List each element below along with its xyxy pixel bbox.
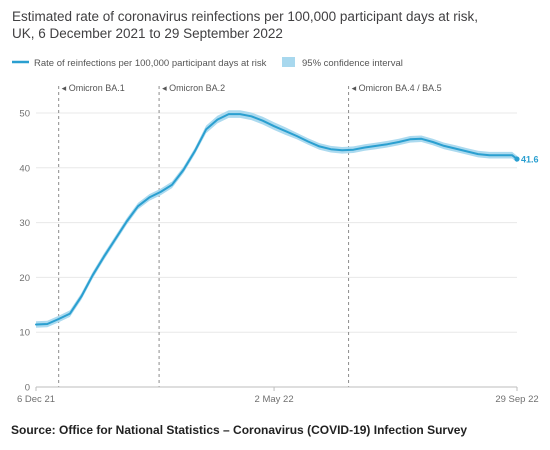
series-layer: 41.6 bbox=[35, 110, 539, 328]
x-tick-label-3: 29 Sep 22 bbox=[495, 394, 538, 405]
end-value-label: 41.6 bbox=[521, 155, 539, 165]
chart-title-line-2: UK, 6 December 2021 to 29 September 2022 bbox=[12, 26, 283, 41]
variant-annotations: ◂ Omicron BA.1 ◂ Omicron BA.2 ◂ Omicron BA… bbox=[58, 83, 442, 387]
y-tick-label-30: 30 bbox=[19, 218, 30, 229]
legend-label-rate: Rate of reinfections per 100,000 partici… bbox=[34, 58, 267, 69]
chart-legend: Rate of reinfections per 100,000 partici… bbox=[12, 57, 403, 69]
rate-line bbox=[35, 113, 518, 326]
annotation-label-3: ◂ Omicron BA.4 / BA.5 bbox=[352, 83, 442, 93]
annotation-label-1: ◂ Omicron BA.1 bbox=[62, 83, 125, 93]
chart-title-line-1: Estimated rate of coronavirus reinfectio… bbox=[12, 9, 478, 24]
x-tick-label-2: 2 May 22 bbox=[255, 394, 294, 405]
annotation-label-2: ◂ Omicron BA.2 bbox=[162, 83, 225, 93]
y-tick-label-50: 50 bbox=[19, 109, 30, 120]
chart-title: Estimated rate of coronavirus reinfectio… bbox=[12, 8, 532, 42]
x-tick-label-1: 6 Dec 21 bbox=[17, 394, 55, 405]
legend-band-swatch bbox=[282, 57, 295, 67]
gridlines bbox=[36, 112, 517, 333]
x-axis: 6 Dec 21 2 May 22 29 Sep 22 bbox=[17, 386, 539, 405]
y-axis-ticks: 0 10 20 30 40 50 bbox=[19, 109, 30, 394]
y-tick-label-40: 40 bbox=[19, 163, 30, 174]
end-point-marker bbox=[514, 156, 520, 162]
y-tick-label-0: 0 bbox=[25, 383, 30, 394]
y-tick-label-20: 20 bbox=[19, 273, 30, 284]
y-tick-label-10: 10 bbox=[19, 328, 30, 339]
source-note: Source: Office for National Statistics –… bbox=[11, 423, 468, 437]
confidence-interval-band bbox=[36, 110, 517, 328]
legend-label-ci: 95% confidence interval bbox=[302, 58, 403, 69]
